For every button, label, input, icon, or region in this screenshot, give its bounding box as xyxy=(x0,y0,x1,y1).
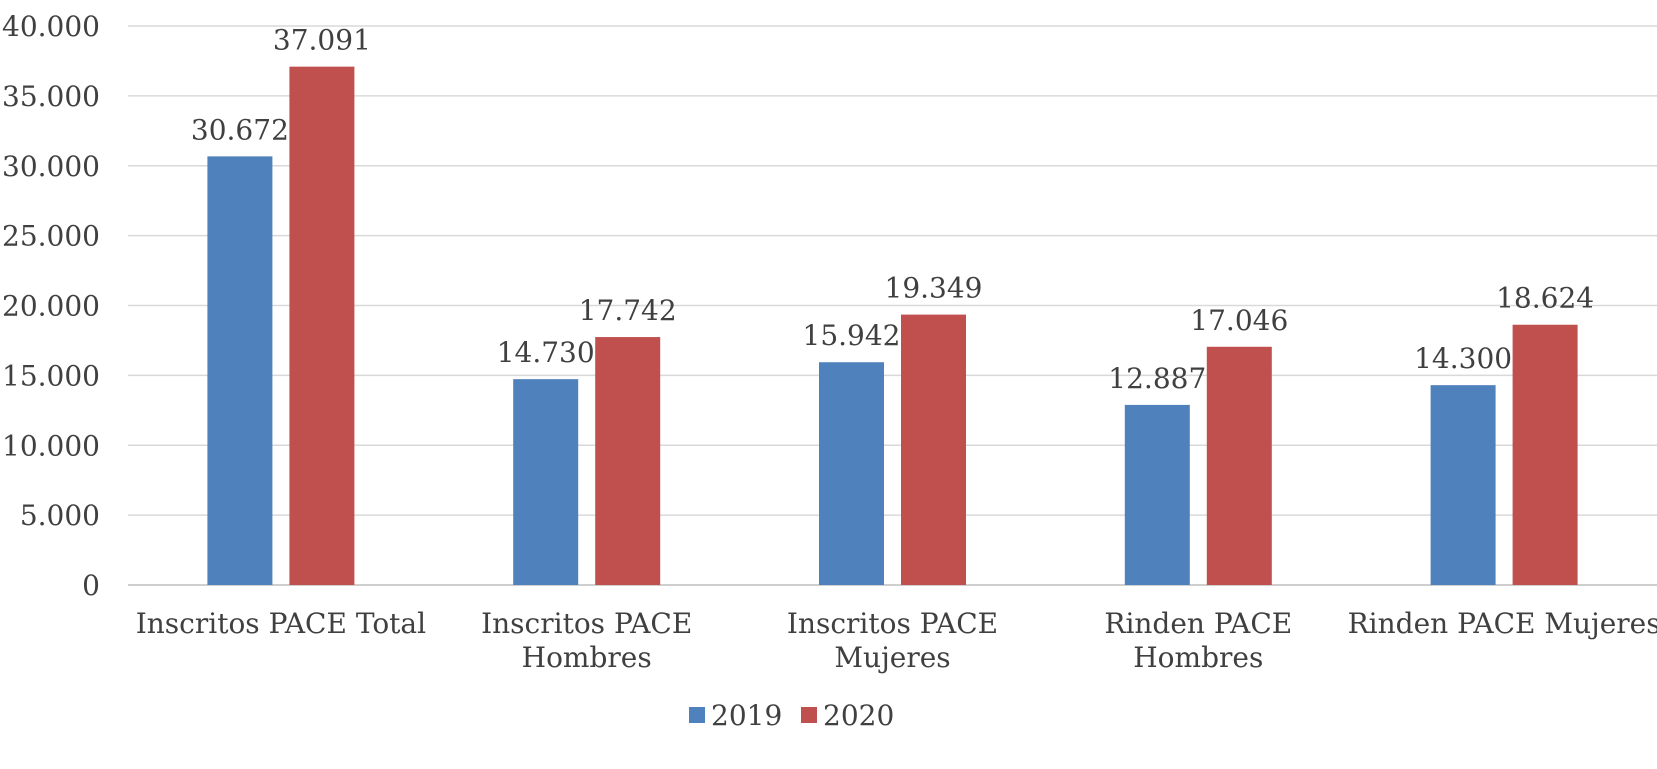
bar-2020 xyxy=(1206,346,1272,585)
category-label: Inscritos PACE Mujeres xyxy=(787,607,998,674)
y-tick-label: 25.000 xyxy=(2,220,100,253)
legend-label: 2019 xyxy=(711,699,782,732)
y-tick-label: 20.000 xyxy=(2,290,100,323)
bar-2019 xyxy=(819,362,884,585)
category-label: Inscritos PACE Total xyxy=(136,607,426,640)
legend-swatch-2019 xyxy=(689,707,705,723)
y-tick-label: 40.000 xyxy=(2,10,100,43)
bar-2019 xyxy=(1430,385,1496,585)
bar-2020 xyxy=(289,66,355,586)
y-axis-ticks: 0 5.000 10.000 15.000 20.000 25.000 30.000 35.0… xyxy=(2,10,100,602)
y-tick-label: 5.000 xyxy=(20,499,100,532)
data-label: 12.887 xyxy=(1108,362,1206,395)
data-labels: 30.672 37.091 14.730 17.742 15.942 19.349 12.8… xyxy=(191,24,1594,395)
x-axis-categories: Inscritos PACE Total Inscritos PACE Hombre… xyxy=(136,607,1657,674)
legend-swatch-2020 xyxy=(801,707,817,723)
category-label: Rinden PACE Mujeres xyxy=(1348,607,1657,640)
y-tick-label: 0 xyxy=(82,569,100,602)
category-label-line: Mujeres xyxy=(834,641,950,674)
y-tick-label: 35.000 xyxy=(2,80,100,113)
category-label: Rinden PACE Hombres xyxy=(1104,607,1292,674)
bar-2020 xyxy=(901,314,966,585)
data-label: 17.742 xyxy=(579,294,677,327)
data-label: 30.672 xyxy=(191,113,289,146)
bar-2019 xyxy=(1124,404,1190,585)
category-label-line: Hombres xyxy=(522,641,652,674)
bar-2019 xyxy=(513,379,579,585)
data-label: 14.730 xyxy=(497,336,595,369)
category-label-line: Inscritos PACE Total xyxy=(136,607,426,640)
category-label-line: Inscritos PACE xyxy=(787,607,998,640)
y-tick-label: 15.000 xyxy=(2,359,100,392)
legend: 2019 2020 xyxy=(689,699,894,732)
bar-2020 xyxy=(595,337,661,585)
bar-2020 xyxy=(1512,324,1578,585)
data-label: 19.349 xyxy=(885,272,983,305)
data-label: 14.300 xyxy=(1414,342,1512,375)
y-tick-label: 30.000 xyxy=(2,150,100,183)
data-label: 37.091 xyxy=(273,24,371,57)
data-label: 15.942 xyxy=(803,319,901,352)
category-label-line: Hombres xyxy=(1133,641,1263,674)
bars xyxy=(207,66,1578,586)
data-label: 18.624 xyxy=(1496,282,1594,315)
gridlines xyxy=(128,25,1657,586)
category-label: Inscritos PACE Hombres xyxy=(481,607,692,674)
category-label-line: Inscritos PACE xyxy=(481,607,692,640)
category-label-line: Rinden PACE xyxy=(1104,607,1292,640)
category-label-line: Rinden PACE Mujeres xyxy=(1348,607,1657,640)
data-label: 17.046 xyxy=(1190,304,1288,337)
legend-label: 2020 xyxy=(823,699,894,732)
bar-2019 xyxy=(207,156,273,585)
y-tick-label: 10.000 xyxy=(2,429,100,462)
